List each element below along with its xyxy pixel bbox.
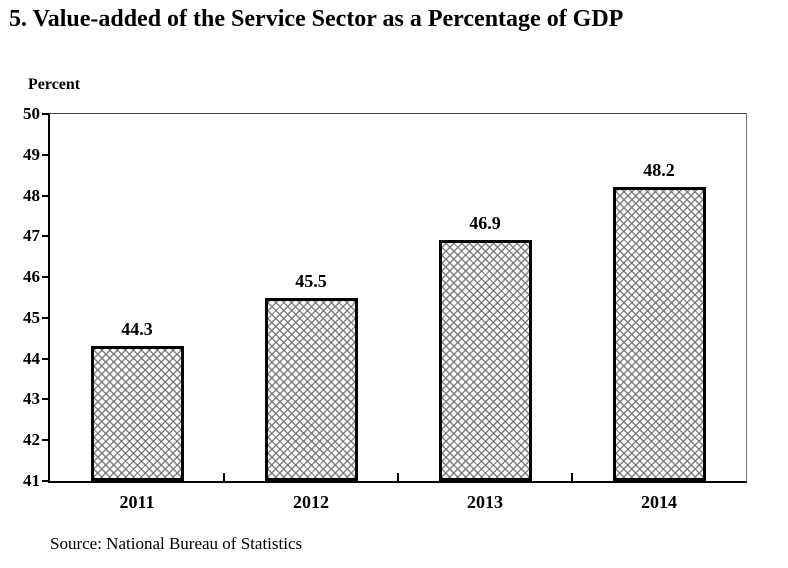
bar-2013 xyxy=(438,240,532,481)
x-axis-label: 2013 xyxy=(467,492,503,512)
y-axis-tick xyxy=(42,153,49,156)
y-axis-tick-label: 50 xyxy=(23,104,40,123)
bar-value-label: 48.2 xyxy=(643,160,675,181)
x-axis-tick xyxy=(223,473,225,481)
y-axis-tick-label: 47 xyxy=(23,226,40,246)
y-axis-tick xyxy=(42,398,49,401)
y-axis-tick-label: 48 xyxy=(23,185,40,205)
y-axis-tick-label: 43 xyxy=(23,389,40,409)
y-axis-tick-label: 42 xyxy=(23,430,40,450)
y-axis-tick xyxy=(42,316,49,319)
y-axis-tick xyxy=(42,480,49,482)
bar-2014 xyxy=(612,187,706,481)
y-axis-tick xyxy=(42,113,49,115)
y-axis-title: Percent xyxy=(28,76,81,93)
bar-value-label: 44.3 xyxy=(121,319,153,340)
x-axis-label: 2014 xyxy=(641,492,677,512)
bar-2012 xyxy=(264,297,358,481)
chart-title: 5. Value-added of the Service Sector as … xyxy=(9,6,624,32)
x-axis-label: 2011 xyxy=(119,492,155,512)
x-axis-tick xyxy=(397,473,399,481)
source-note: Source: National Bureau of Statistics xyxy=(50,534,303,553)
x-axis-label: 2012 xyxy=(293,492,329,512)
bar-value-label: 46.9 xyxy=(469,213,501,234)
y-axis-tick-label: 45 xyxy=(23,307,40,327)
y-axis-tick xyxy=(42,439,49,442)
y-axis-tick-label: 41 xyxy=(23,471,40,490)
y-axis-tick-label: 46 xyxy=(23,267,40,287)
bar-value-label: 45.5 xyxy=(295,270,327,291)
x-axis-tick xyxy=(571,473,573,481)
y-axis-tick xyxy=(42,235,49,238)
y-axis-tick-label: 44 xyxy=(23,348,40,368)
y-axis-tick-label: 49 xyxy=(23,144,40,164)
bar-2011 xyxy=(90,346,184,481)
y-axis-tick xyxy=(42,357,49,360)
y-axis-tick xyxy=(42,276,49,279)
y-axis-tick xyxy=(42,194,49,197)
